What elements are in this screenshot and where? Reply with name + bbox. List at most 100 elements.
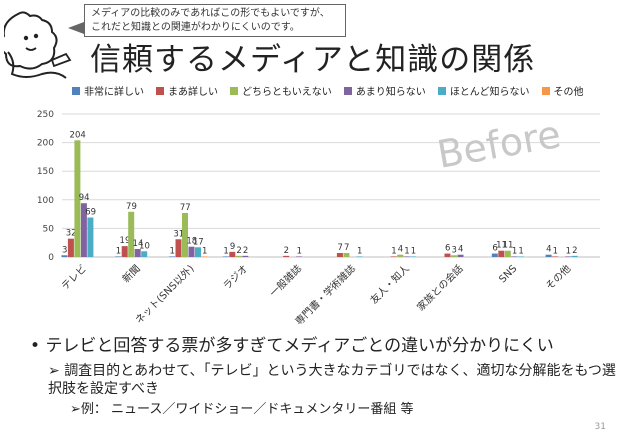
bullet-level-1: • テレビと回答する票が多すぎてメディアごとの違いが分かりにくい (30, 336, 554, 356)
legend-swatch (343, 86, 352, 95)
bar (491, 253, 498, 257)
bar (343, 252, 350, 257)
legend-item: 非常に詳しい (72, 83, 144, 98)
y-tick-label: 0 (48, 253, 54, 263)
data-label: 18 (186, 237, 197, 247)
bar (74, 140, 81, 257)
bar (296, 256, 303, 257)
bar (397, 254, 404, 257)
legend-swatch (156, 86, 164, 95)
bar (336, 252, 343, 257)
data-label: 1 (553, 246, 558, 256)
data-label: 69 (85, 208, 96, 218)
data-label: 1 (518, 246, 523, 256)
bar (356, 256, 363, 257)
x-tick-label: 新聞 (119, 262, 142, 285)
data-label: 11 (496, 241, 507, 251)
bullet-level-1-text: テレビと回答する票が多すぎてメディアごとの違いが分かりにくい (45, 336, 554, 356)
data-label: 1 (202, 246, 207, 256)
bar (229, 251, 236, 257)
bar (444, 253, 451, 257)
data-label: 4 (398, 245, 403, 255)
callout-line-1: メディアの比較のみであればこの形でもよいですが、 (91, 8, 330, 19)
data-label: 1 (512, 246, 517, 256)
y-tick-label: 200 (37, 139, 54, 149)
bullet-level-2: ➢ 調査目的とあわせて、「テレビ」という大きなカテゴリではなく、適切な分解能をも… (48, 363, 616, 397)
y-tick-label: 50 (43, 224, 55, 234)
legend-label: 非常に詳しい (84, 87, 144, 98)
speech-bubble: メディアの比較のみであればこの形でもよいですが、 これだと知識との関連がわかりに… (84, 4, 346, 37)
bar (242, 255, 249, 257)
bar (451, 255, 457, 257)
bar (390, 256, 397, 257)
data-label: 77 (180, 203, 191, 213)
mascot-icon (4, 11, 72, 79)
bullet-list: • テレビと回答する票が多すぎてメディアごとの違いが分かりにくい ➢ 調査目的と… (30, 334, 628, 420)
data-label: 2 (284, 246, 289, 256)
data-label: 204 (70, 130, 86, 140)
bar (201, 256, 208, 257)
bar (552, 256, 559, 257)
data-label: 2 (243, 246, 248, 256)
callout-line-2: これだと知識との関連がわかりにくいのです。 (91, 22, 300, 33)
bar (410, 256, 417, 257)
bar (235, 255, 242, 257)
bar (175, 239, 182, 257)
data-label: 1 (404, 246, 409, 256)
bar (283, 255, 290, 257)
bar (141, 251, 148, 257)
data-label: 6 (445, 244, 450, 254)
bar (222, 256, 229, 257)
x-tick-label: ネット(SNS以外) (133, 263, 197, 327)
data-label: 1 (391, 246, 396, 256)
bar (457, 254, 464, 257)
data-label: 19 (120, 236, 131, 246)
data-label: 4 (458, 245, 463, 255)
data-label: 7 (337, 243, 342, 253)
bar (188, 246, 195, 257)
legend-label: ほとんど知らない (449, 87, 530, 98)
data-label: 11 (503, 241, 514, 251)
legend-item: ほとんど知らない (437, 83, 530, 98)
legend-swatch (541, 86, 550, 95)
data-label: 3 (452, 245, 457, 255)
legend-swatch (72, 86, 80, 95)
bar (80, 203, 87, 257)
chart-legend: 非常に詳しい まあ詳しい どちらともいえない あまり知らない ほとんど知らない その他 (72, 83, 584, 98)
data-label: 4 (546, 245, 551, 255)
bar (511, 256, 518, 257)
bar (545, 254, 552, 257)
data-label: 94 (79, 193, 90, 203)
y-tick-label: 100 (37, 196, 54, 206)
bar (565, 256, 572, 257)
bar (498, 250, 505, 257)
legend-item: あまり知らない (343, 83, 426, 98)
bar (67, 238, 74, 257)
data-label: 1 (223, 246, 228, 256)
data-label: 3 (62, 245, 67, 255)
data-label: 17 (193, 237, 204, 247)
legend-label: あまり知らない (355, 87, 426, 98)
bar (134, 248, 141, 257)
x-tick-label: ラジオ (221, 263, 251, 293)
legend-swatch (437, 86, 446, 95)
bar (195, 247, 201, 257)
watermark-text: Before (434, 112, 564, 177)
legend-label: まあ詳しい (168, 87, 218, 98)
bullet-level-3: ➢例： ニュース／ワイドショー／ドキュメンタリー番組 等 (70, 402, 414, 417)
data-label: 6 (492, 244, 497, 254)
bar (571, 255, 578, 257)
y-tick-label: 150 (37, 167, 54, 177)
bullet-level-3-text: 例： ニュース／ワイドショー／ドキュメンタリー番組 等 (80, 402, 414, 417)
data-label: 7 (344, 243, 349, 253)
x-tick-label: 一般雑誌 (267, 262, 304, 299)
legend-swatch (230, 86, 238, 95)
data-label: 1 (170, 246, 175, 256)
data-label: 2 (236, 246, 241, 256)
bar (87, 217, 94, 257)
callout-tail (68, 22, 84, 34)
legend-label: その他 (553, 87, 584, 98)
legend-item: まあ詳しい (156, 83, 218, 98)
bar (169, 256, 175, 257)
data-label: 10 (139, 241, 150, 251)
